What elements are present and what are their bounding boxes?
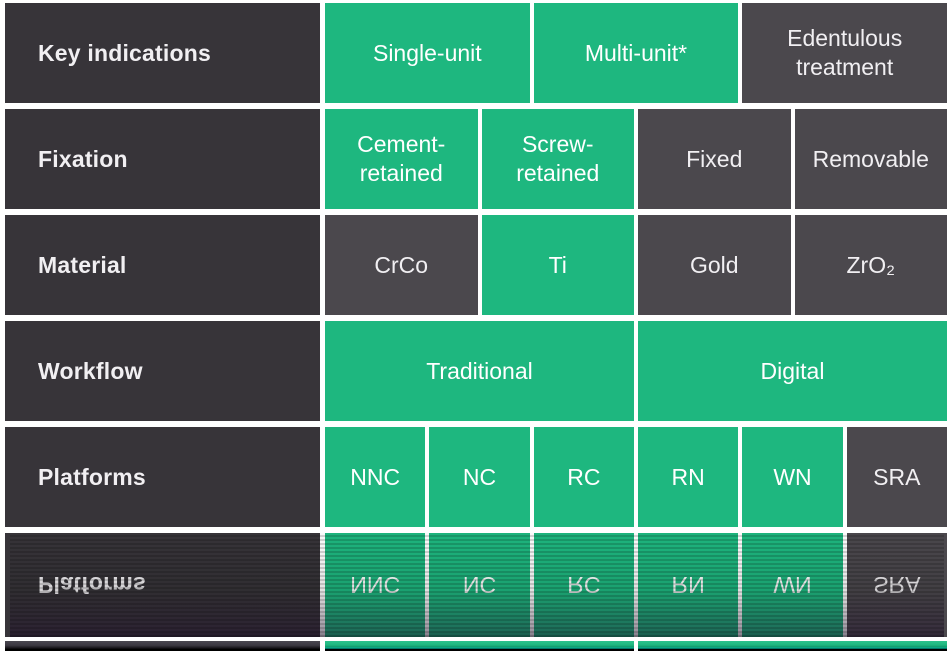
cell-screw-retained: Screw-retained xyxy=(481,109,634,209)
reflection-fade-label xyxy=(5,641,320,651)
cell-zro2: ZrO₂ xyxy=(794,215,947,315)
row-cells-platforms: NNC NC RC RN WN SRA xyxy=(325,427,947,527)
cell-crco: CrCo xyxy=(325,215,478,315)
cell-rn: RN xyxy=(638,427,739,527)
row-material: Material CrCo Ti Gold ZrO₂ xyxy=(5,215,947,315)
row-key-indications: Key indications Single-unit Multi-unit* … xyxy=(5,3,947,103)
reflection-cell-wn: WN xyxy=(742,533,843,637)
cell-removable: Removable xyxy=(794,109,947,209)
reflection-cell-rn: RN xyxy=(638,533,739,637)
cell-cement-retained: Cement-retained xyxy=(325,109,478,209)
row-cells-material: CrCo Ti Gold ZrO₂ xyxy=(325,215,947,315)
cell-ti: Ti xyxy=(481,215,634,315)
cell-traditional: Traditional xyxy=(325,321,634,421)
row-label-material: Material xyxy=(5,215,320,315)
cell-nc: NC xyxy=(429,427,530,527)
reflection-fade-traditional xyxy=(325,641,634,651)
row-platforms: Platforms NNC NC RC RN WN SRA xyxy=(5,427,947,527)
cell-multi-unit: Multi-unit* xyxy=(533,3,739,103)
row-cells-fixation: Cement-retained Screw-retained Fixed Rem… xyxy=(325,109,947,209)
row-cells-key-indications: Single-unit Multi-unit* Edentulous treat… xyxy=(325,3,947,103)
reflection-label-platforms: Platforms xyxy=(5,533,320,637)
row-workflow: Workflow Traditional Digital xyxy=(5,321,947,421)
reflection-cell-nnc: NNC xyxy=(325,533,426,637)
cell-rc: RC xyxy=(533,427,634,527)
row-label-key-indications: Key indications xyxy=(5,3,320,103)
reflection-fade-strip xyxy=(5,641,947,651)
row-cells-workflow: Traditional Digital xyxy=(325,321,947,421)
cell-fixed: Fixed xyxy=(638,109,791,209)
cell-nnc: NNC xyxy=(325,427,426,527)
cell-digital: Digital xyxy=(638,321,947,421)
reflection-cell-sra: SRA xyxy=(846,533,947,637)
cell-gold: Gold xyxy=(638,215,791,315)
cell-wn: WN xyxy=(742,427,843,527)
row-label-fixation: Fixation xyxy=(5,109,320,209)
row-label-workflow: Workflow xyxy=(5,321,320,421)
row-label-platforms: Platforms xyxy=(5,427,320,527)
cell-sra: SRA xyxy=(846,427,947,527)
reflection-mirror-platforms-row: Platforms NNC NC RC RN WN SRA xyxy=(5,533,947,637)
reflection-fade-digital xyxy=(638,641,947,651)
row-fixation: Fixation Cement-retained Screw-retained … xyxy=(5,109,947,209)
table-reflection: Platforms NNC NC RC RN WN SRA xyxy=(5,533,947,637)
reflection-cell-nc: NC xyxy=(429,533,530,637)
reflection-cell-rc: RC xyxy=(533,533,634,637)
cell-single-unit: Single-unit xyxy=(325,3,530,103)
cell-edentulous-treatment: Edentulous treatment xyxy=(742,3,947,103)
